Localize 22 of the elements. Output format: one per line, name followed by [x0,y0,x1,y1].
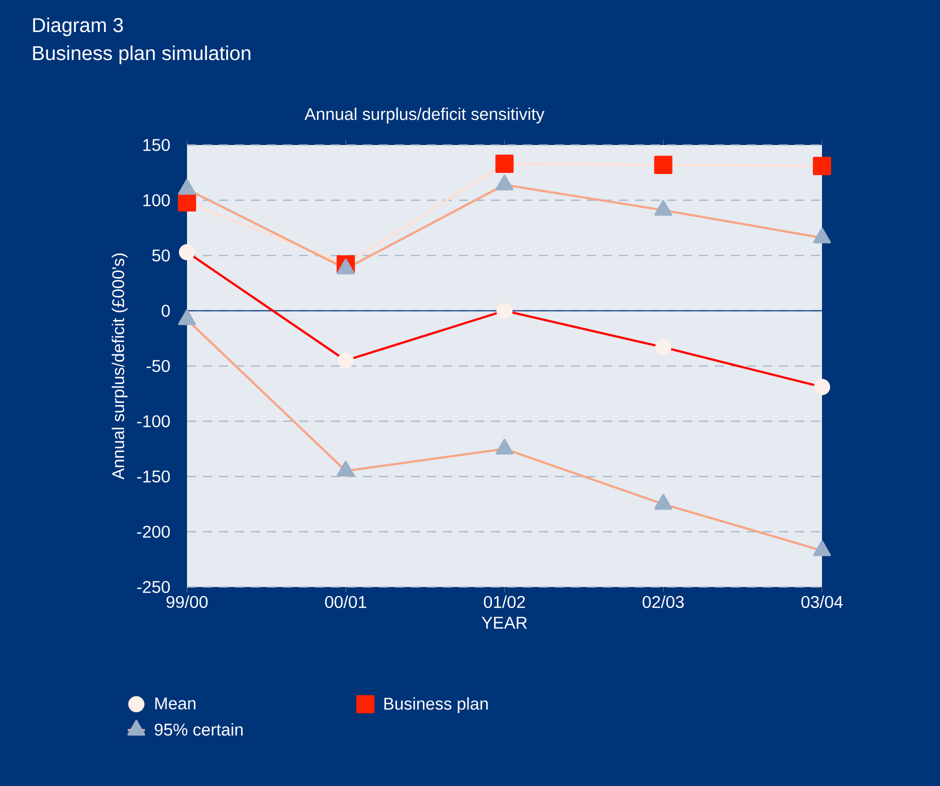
x-tick-label: 02/03 [642,596,684,608]
legend-label: Business plan [384,697,488,714]
x-tick-label: 01/02 [484,596,525,608]
x-axis-title: YEAR [482,616,527,629]
y-tick-label: -50 [146,360,170,372]
legend-label: Mean [155,698,196,710]
y-tick-label: -200 [137,526,170,538]
y-axis-title: Annual surplus/deficit (£000's) [112,253,128,480]
chart-title: Annual surplus/deficit sensitivity [304,108,544,124]
y-tick-label: -100 [137,415,170,428]
y-tick-label: -250 [137,580,170,594]
y-tick-label: 100 [143,194,170,206]
legend-label: 95% certain [154,723,243,736]
y-tick-label: 150 [143,138,170,152]
x-tick-label: 03/04 [801,596,843,608]
text: Diagram 3 [33,18,123,36]
y-tick-label: 0 [162,304,170,317]
y-tick-label: 50 [152,249,170,262]
y-tick-label: -150 [137,470,170,483]
x-tick-label: 99/00 [166,596,208,608]
text: Business plan simulation [33,46,250,64]
x-tick-label: 00/01 [325,596,366,608]
